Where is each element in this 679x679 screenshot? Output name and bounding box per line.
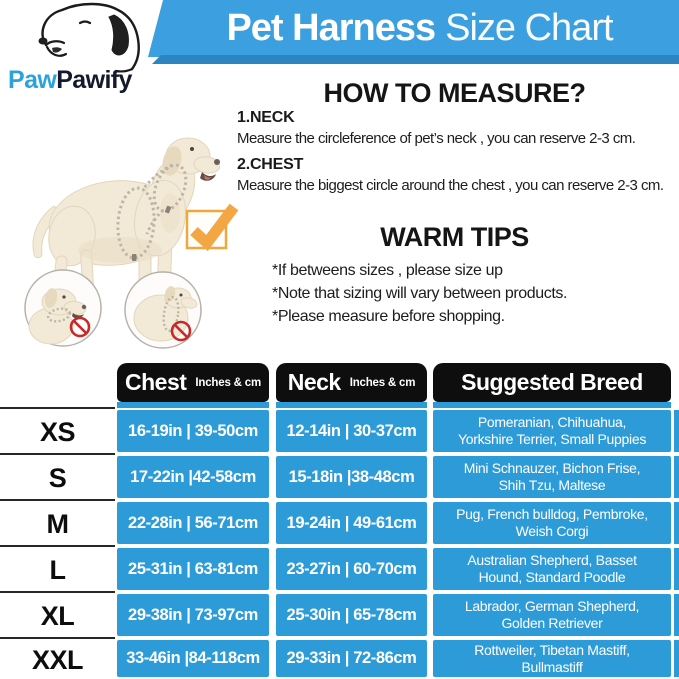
brand-name-pawify: Pawify <box>56 66 132 94</box>
table-cell-chest-l: 25-31in | 63-81cm <box>117 548 269 590</box>
table-cell-breed-m: Pug, French bulldog, Pembroke, Weish Cor… <box>433 502 679 544</box>
header-breed-label: Suggested Breed <box>461 369 643 395</box>
wrong-measure-chest-icon <box>124 271 202 349</box>
warm-tips-title: WARM TIPS <box>380 222 529 252</box>
header-neck-label: Neck <box>287 369 341 395</box>
step-chest-label: 2.CHEST <box>237 156 304 173</box>
header-chest-sub: Inches & cm <box>195 376 261 389</box>
table-header-chest: Chest Inches & cm <box>117 363 269 402</box>
table-cell-neck-xs: 12-14in | 30-37cm <box>276 410 427 452</box>
page-title-light: Size Chart <box>445 7 613 49</box>
table-cell-chest-xl: 29-38in | 73-97cm <box>117 594 269 636</box>
table-header-neck: Neck Inches & cm <box>276 363 427 402</box>
warm-tip-1: *If betweens sizes , please size up <box>272 262 503 279</box>
brand-name: PawPawify <box>8 66 178 95</box>
table-cell-neck-s: 15-18in |38-48cm <box>276 456 427 498</box>
table-cell-chest-m: 22-28in | 56-71cm <box>117 502 269 544</box>
table-cell-breed-l: Australian Shepherd, Basset Hound, Stand… <box>433 548 679 590</box>
warm-tip-3: *Please measure before shopping. <box>272 308 505 325</box>
size-label-xxl: XXL <box>0 637 115 679</box>
header-underline-chest <box>117 402 269 408</box>
page-title: Pet Harness Size Chart <box>160 0 679 57</box>
header-banner <box>148 0 679 57</box>
header-neck-sub: Inches & cm <box>349 376 416 389</box>
page-title-bold: Pet Harness <box>226 7 436 49</box>
header-underline-breed <box>433 402 671 408</box>
table-cell-neck-xxl: 29-33in | 72-86cm <box>276 640 427 677</box>
table-cell-neck-l: 23-27in | 60-70cm <box>276 548 427 590</box>
step-neck-label: 1.NECK <box>237 109 295 126</box>
warm-tip-2: *Note that sizing will vary between prod… <box>272 285 568 302</box>
table-cell-neck-m: 19-24in | 49-61cm <box>276 502 427 544</box>
table-cell-chest-xs: 16-19in | 39-50cm <box>117 410 269 452</box>
size-label-xs: XS <box>0 407 115 455</box>
size-label-s: S <box>0 453 115 501</box>
header-chest-label: Chest <box>125 369 187 395</box>
table-cell-breed-s: Mini Schnauzer, Bichon Frise, Shih Tzu, … <box>433 456 679 498</box>
table-cell-breed-xxl: Rottweiler, Tibetan Mastiff, Bullmastiff <box>433 640 679 677</box>
step-chest-text: Measure the biggest circle around the ch… <box>237 177 664 194</box>
table-cell-breed-xs: Pomeranian, Chihuahua, Yorkshire Terrier… <box>433 410 679 452</box>
table-cell-neck-xl: 25-30in | 65-78cm <box>276 594 427 636</box>
header-underline-neck <box>276 402 427 408</box>
table-cell-chest-xxl: 33-46in |84-118cm <box>117 640 269 677</box>
table-cell-breed-xl: Labrador, German Shepherd, Golden Retrie… <box>433 594 679 636</box>
how-to-measure-title: HOW TO MEASURE? <box>323 78 587 108</box>
size-label-xl: XL <box>0 591 115 639</box>
header-banner-shadow <box>152 55 679 64</box>
step-neck-text: Measure the circleference of pet’s neck … <box>237 130 636 147</box>
wrong-measure-neck-icon <box>24 269 102 347</box>
size-label-l: L <box>0 545 115 593</box>
checkmark-icon <box>185 203 239 252</box>
size-label-m: M <box>0 499 115 547</box>
dog-head-line-art-icon <box>38 2 140 73</box>
table-cell-chest-s: 17-22in |42-58cm <box>117 456 269 498</box>
brand-name-paw: Paw <box>8 66 57 94</box>
table-header-breed: Suggested Breed <box>433 363 671 402</box>
